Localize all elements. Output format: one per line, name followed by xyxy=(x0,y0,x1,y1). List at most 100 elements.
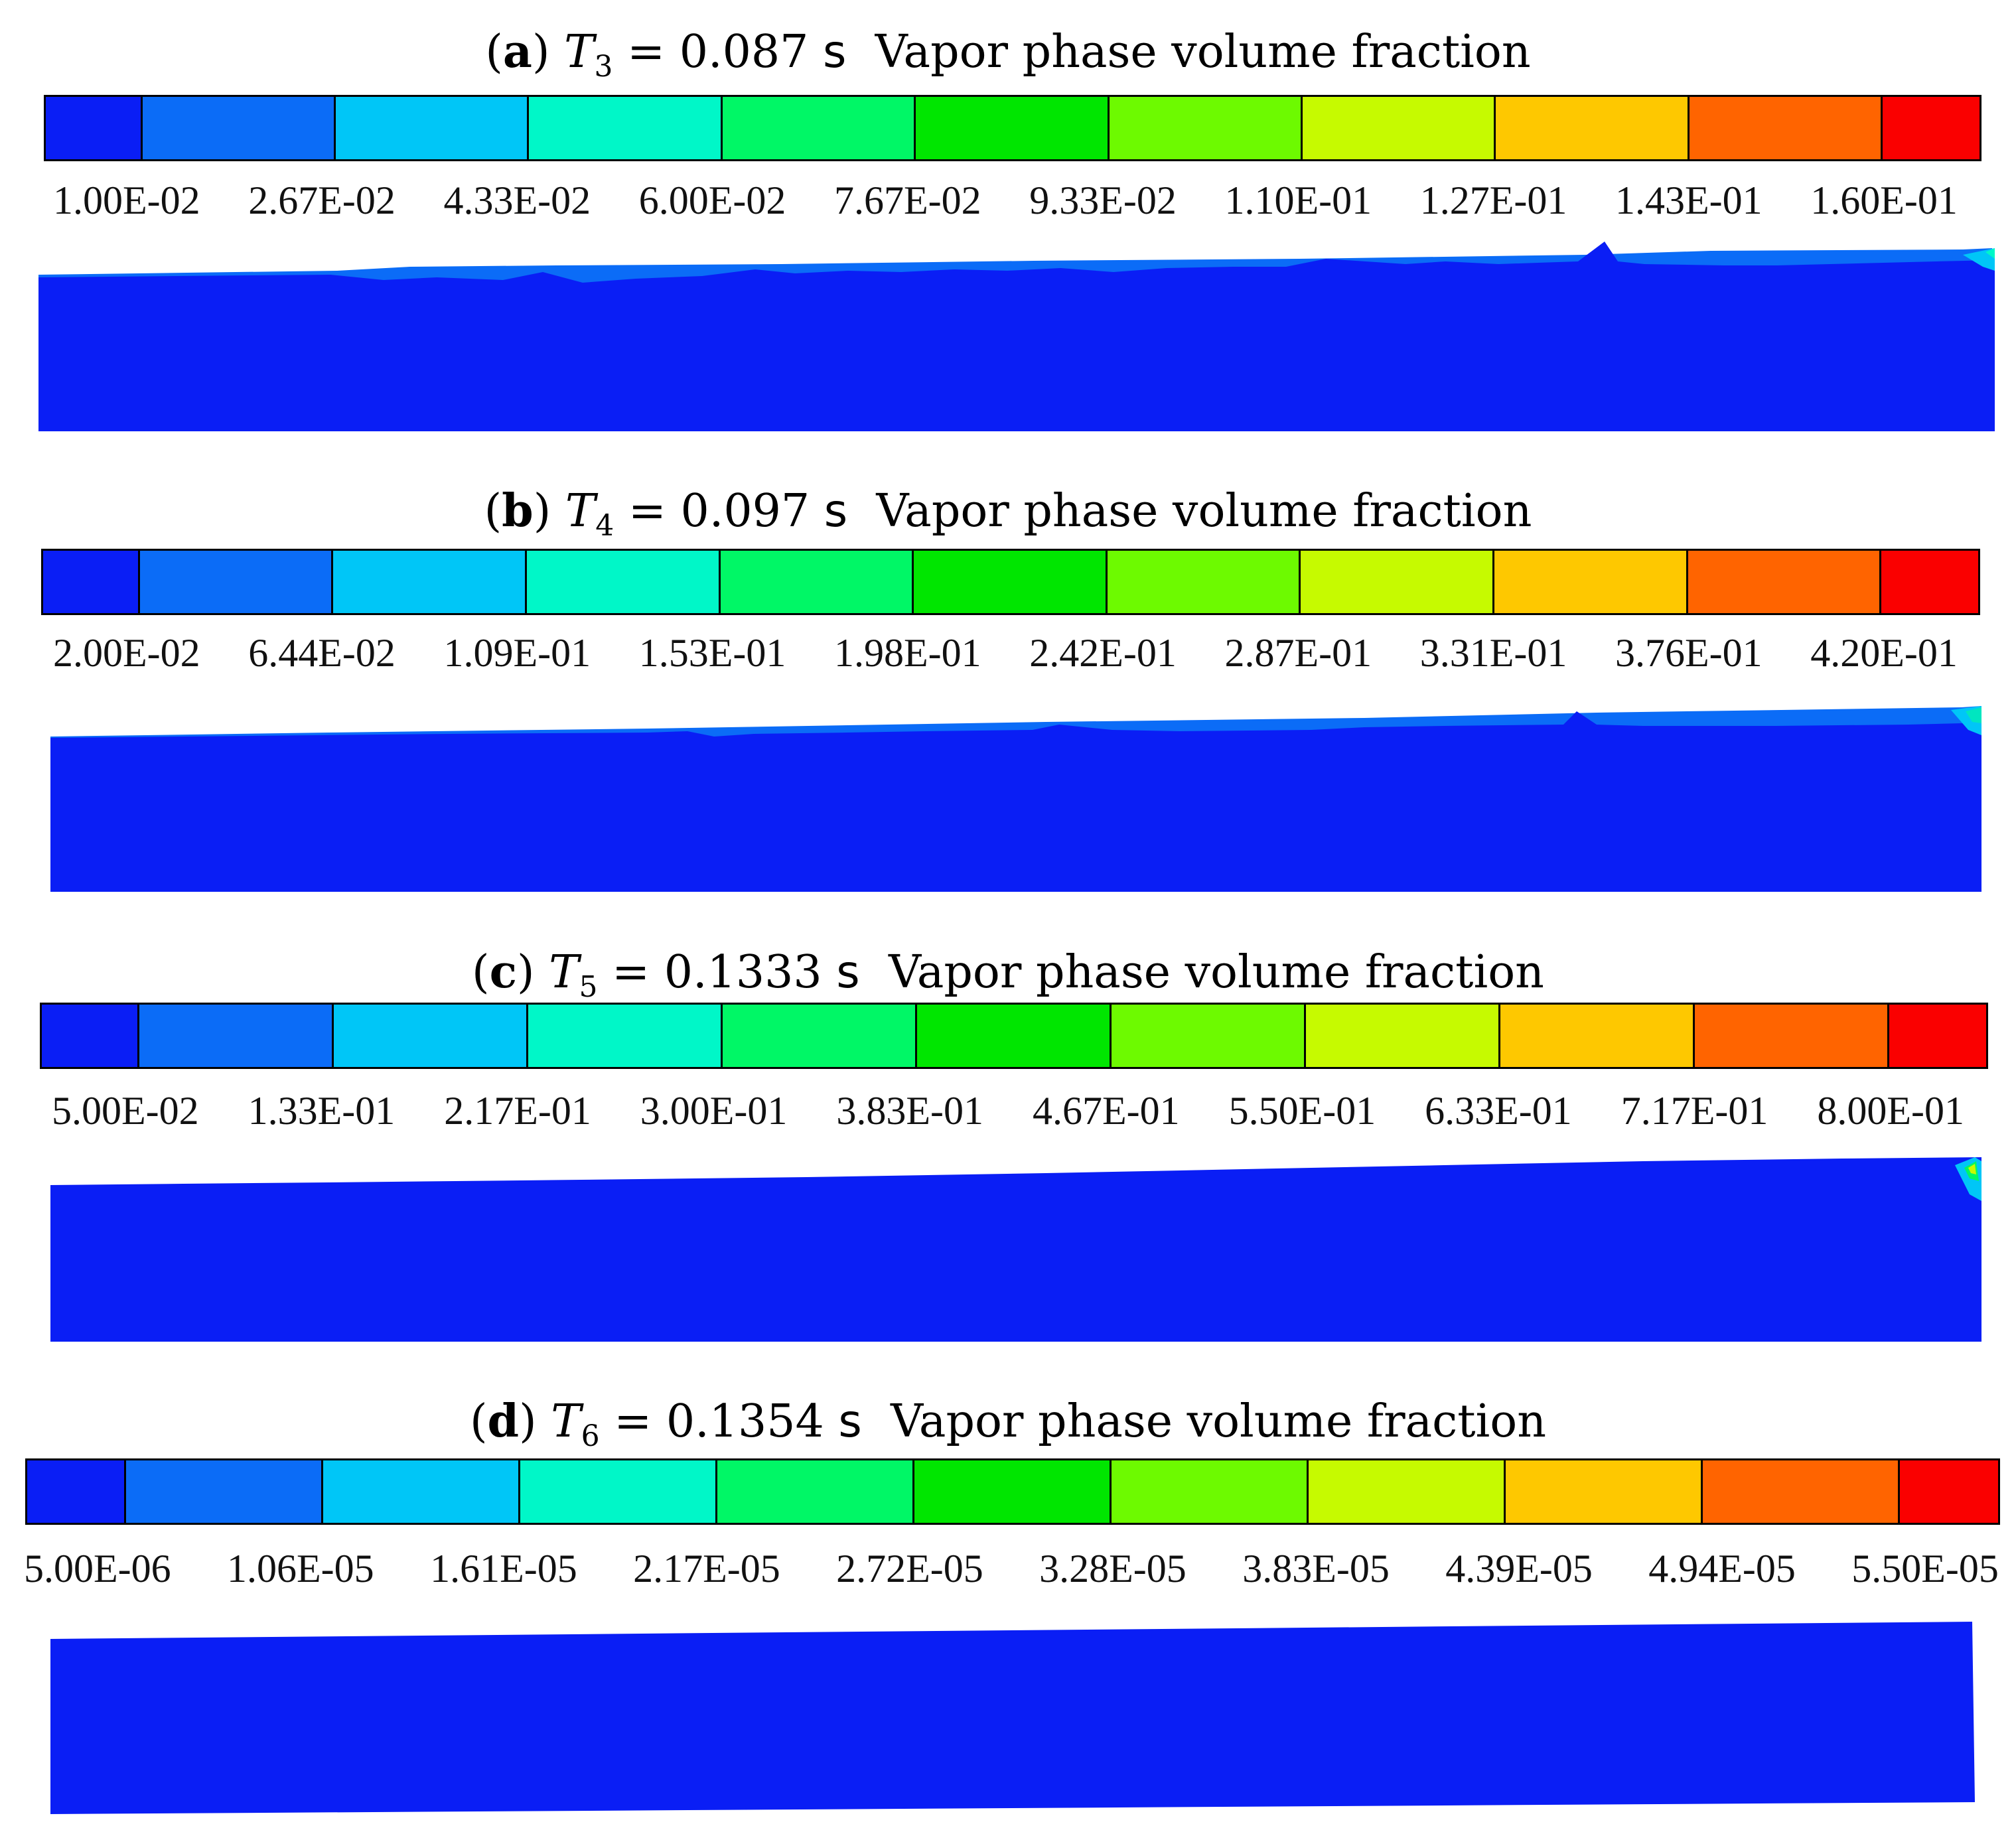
colorbar-level-4 xyxy=(722,97,916,159)
colorbar-level-1 xyxy=(125,1460,323,1523)
colorbar-level-7 xyxy=(1303,97,1496,159)
panel-tag: a xyxy=(502,25,532,78)
colorbar-tick-label: 6.44E-02 xyxy=(248,631,396,675)
colorbar-ticks: 2.00E-02 6.44E-02 1.09E-01 1.53E-01 1.98E-01… xyxy=(53,630,1958,676)
colorbar-level-3 xyxy=(526,551,721,613)
colorbar-tick-label: 6.00E-02 xyxy=(638,178,786,222)
colorbar-tick-label: 5.00E-02 xyxy=(52,1089,199,1133)
colorbar-tick-label: 3.83E-05 xyxy=(1242,1547,1390,1590)
time-value: 0.087 xyxy=(679,26,809,78)
colorbar-tick-label: 5.50E-01 xyxy=(1228,1089,1376,1133)
contour-field xyxy=(50,703,1981,892)
colorbar-level-9 xyxy=(1694,1005,1889,1067)
colorbar xyxy=(40,1003,1988,1069)
colorbar-level-2 xyxy=(333,1005,528,1067)
colorbar-tick-label: 1.10E-01 xyxy=(1224,178,1372,222)
colorbar-tick-label: 5.00E-06 xyxy=(24,1547,171,1590)
panel-tag: c xyxy=(489,946,517,999)
colorbar-tick-label: 1.27E-01 xyxy=(1419,178,1567,222)
colorbar-level-6 xyxy=(1111,1460,1309,1523)
colorbar-tick-label: 1.09E-01 xyxy=(443,631,591,675)
caption: Vapor phase volume fraction xyxy=(876,485,1532,537)
colorbar-level-8 xyxy=(1500,1005,1695,1067)
colorbar-level-10 xyxy=(1883,97,1980,159)
colorbar-tick-label: 4.39E-05 xyxy=(1445,1547,1593,1590)
colorbar-tick-label: 1.61E-05 xyxy=(430,1547,577,1590)
colorbar-level-6 xyxy=(1111,1005,1306,1067)
colorbar-tick-label: 1.06E-05 xyxy=(227,1547,374,1590)
colorbar-level-5 xyxy=(916,97,1110,159)
colorbar-level-2 xyxy=(336,97,530,159)
colorbar-tick-label: 3.28E-05 xyxy=(1039,1547,1187,1590)
colorbar-level-7 xyxy=(1305,1005,1500,1067)
colorbar-level-8 xyxy=(1505,1460,1703,1523)
colorbar-level-5 xyxy=(914,1460,1112,1523)
colorbar-tick-label: 9.33E-02 xyxy=(1029,178,1177,222)
colorbar-level-7 xyxy=(1308,1460,1506,1523)
colorbar-level-3 xyxy=(520,1460,717,1523)
time-symbol: T3 xyxy=(564,26,613,84)
colorbar xyxy=(25,1458,2000,1525)
liquid-region xyxy=(50,711,1981,892)
colorbar-tick-label: 1.98E-01 xyxy=(834,631,981,675)
colorbar-level-3 xyxy=(529,97,723,159)
colorbar-level-0 xyxy=(42,1005,139,1067)
colorbar-tick-label: 3.83E-01 xyxy=(836,1089,984,1133)
time-unit: s xyxy=(836,946,860,999)
colorbar-level-9 xyxy=(1688,551,1882,613)
colorbar-level-7 xyxy=(1301,551,1494,613)
time-value: 0.1333 xyxy=(664,946,822,999)
liquid-region xyxy=(50,1622,1975,1814)
colorbar-tick-label: 4.33E-02 xyxy=(443,178,591,222)
colorbar-level-4 xyxy=(720,551,914,613)
colorbar-level-10 xyxy=(1899,1460,1998,1523)
colorbar-level-0 xyxy=(43,551,140,613)
contour-field xyxy=(50,1155,1981,1342)
hotspot xyxy=(1963,248,1995,271)
colorbar-tick-label: 4.94E-05 xyxy=(1648,1547,1796,1590)
colorbar-level-9 xyxy=(1702,1460,1900,1523)
contour-field xyxy=(50,1622,1975,1814)
colorbar-tick-label: 3.00E-01 xyxy=(640,1089,788,1133)
colorbar-tick-label: 7.67E-02 xyxy=(834,178,981,222)
colorbar xyxy=(44,95,1981,161)
colorbar-tick-label: 4.20E-01 xyxy=(1810,631,1958,675)
colorbar-tick-label: 2.17E-01 xyxy=(444,1089,591,1133)
colorbar-tick-label: 6.33E-01 xyxy=(1425,1089,1572,1133)
colorbar-tick-label: 5.50E-05 xyxy=(1851,1547,1999,1590)
colorbar-tick-label: 4.67E-01 xyxy=(1032,1089,1180,1133)
time-symbol: T4 xyxy=(565,485,614,543)
colorbar-level-8 xyxy=(1496,97,1690,159)
colorbar-level-0 xyxy=(27,1460,126,1523)
caption: Vapor phase volume fraction xyxy=(875,26,1531,78)
colorbar-level-2 xyxy=(333,551,527,613)
time-value: 0.097 xyxy=(680,485,810,537)
colorbar-tick-label: 1.53E-01 xyxy=(638,631,786,675)
colorbar-tick-label: 2.87E-01 xyxy=(1224,631,1372,675)
colorbar-level-4 xyxy=(717,1460,914,1523)
colorbar-level-1 xyxy=(139,1005,334,1067)
panel-tag: d xyxy=(487,1395,520,1448)
contour-field xyxy=(38,239,1995,431)
liquid-region xyxy=(50,1157,1981,1342)
colorbar-level-2 xyxy=(323,1460,520,1523)
panel-title: (c) T5 = 0.1333 s Vapor phase volume fra… xyxy=(472,946,1544,1004)
colorbar-tick-label: 2.72E-05 xyxy=(836,1547,983,1590)
colorbar-tick-label: 1.33E-01 xyxy=(248,1089,396,1133)
colorbar-level-5 xyxy=(916,1005,1112,1067)
colorbar-tick-label: 2.67E-02 xyxy=(248,178,396,222)
colorbar-level-8 xyxy=(1494,551,1688,613)
colorbar-level-5 xyxy=(914,551,1108,613)
colorbar-level-9 xyxy=(1689,97,1883,159)
colorbar-tick-label: 1.43E-01 xyxy=(1615,178,1763,222)
colorbar-tick-label: 1.60E-01 xyxy=(1810,178,1958,222)
time-symbol: T5 xyxy=(549,946,598,1004)
colorbar-level-10 xyxy=(1889,1005,1986,1067)
panel-title: (d) T6 = 0.1354 s Vapor phase volume fra… xyxy=(469,1395,1547,1453)
caption: Vapor phase volume fraction xyxy=(888,946,1544,999)
time-unit: s xyxy=(824,485,848,537)
colorbar-tick-label: 2.17E-05 xyxy=(633,1547,780,1590)
caption: Vapor phase volume fraction xyxy=(891,1395,1547,1448)
panel-title: (a) T3 = 0.087 s Vapor phase volume frac… xyxy=(485,25,1531,84)
time-value: 0.1354 xyxy=(666,1395,824,1448)
